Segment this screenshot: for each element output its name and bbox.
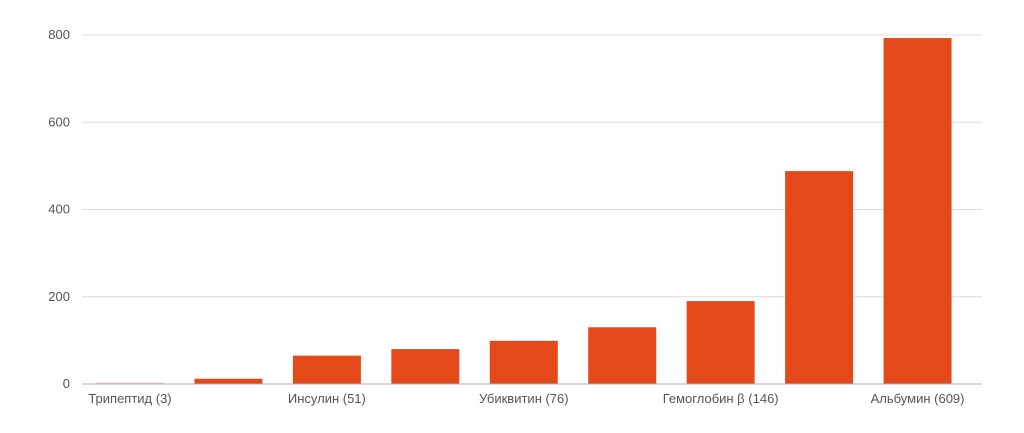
y-tick-label: 200 xyxy=(48,289,70,304)
x-tick-label: Инсулин (51) xyxy=(288,391,366,406)
y-tick-label: 600 xyxy=(48,114,70,129)
x-tick-label: Гемоглобин β (146) xyxy=(663,391,779,406)
bar xyxy=(292,355,361,384)
x-axis-labels: Трипептид (3) Инсулин (51) Убиквитин (76) Г… xyxy=(88,391,964,406)
bar xyxy=(489,340,558,384)
bar xyxy=(194,378,263,384)
y-axis-ticks: 0 200 400 600 800 xyxy=(48,27,70,391)
x-tick-label: Убиквитин (76) xyxy=(479,391,569,406)
y-tick-label: 0 xyxy=(63,376,70,391)
y-tick-label: 400 xyxy=(48,202,70,217)
bar xyxy=(588,327,657,384)
bar xyxy=(785,171,854,384)
bars xyxy=(96,38,952,385)
bar xyxy=(686,301,755,384)
x-tick-label: Трипептид (3) xyxy=(88,391,171,406)
y-tick-label: 800 xyxy=(48,27,70,42)
bar xyxy=(883,38,952,385)
bar xyxy=(391,349,460,384)
bar xyxy=(96,382,164,384)
x-tick-label: Альбумин (609) xyxy=(871,391,965,406)
